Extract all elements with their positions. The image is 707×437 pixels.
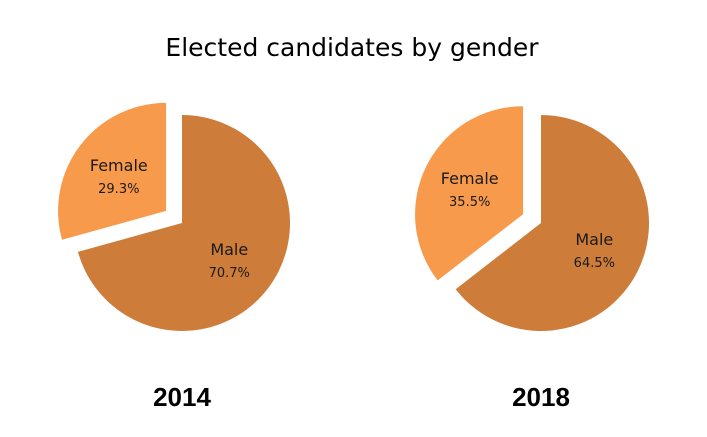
slice-female-2014	[58, 102, 167, 240]
pies-group: Female 29.3% Male 70.7% 2014 Female 35.5% Male 6…	[58, 102, 649, 412]
slice-label-male-2014: Male	[210, 240, 248, 259]
slice-value-female-2014: 29.3%	[98, 182, 139, 197]
slice-label-female-2018: Female	[441, 169, 499, 188]
slice-value-male-2014: 70.7%	[209, 266, 250, 281]
slice-female-2018	[415, 106, 524, 281]
slice-label-female-2014: Female	[90, 156, 148, 175]
pie-2014: Female 29.3% Male 70.7% 2014	[58, 102, 290, 412]
slice-value-male-2018: 64.5%	[574, 256, 615, 271]
slice-label-male-2018: Male	[575, 230, 613, 249]
pie-year-label-2018: 2018	[512, 382, 570, 412]
chart-title: Elected candidates by gender	[165, 33, 539, 62]
slice-male-2018	[455, 115, 649, 331]
slice-value-female-2018: 35.5%	[449, 195, 490, 210]
pie-2018: Female 35.5% Male 64.5% 2018	[415, 106, 649, 412]
pie-year-label-2014: 2014	[153, 382, 211, 412]
slice-male-2014	[77, 115, 290, 331]
